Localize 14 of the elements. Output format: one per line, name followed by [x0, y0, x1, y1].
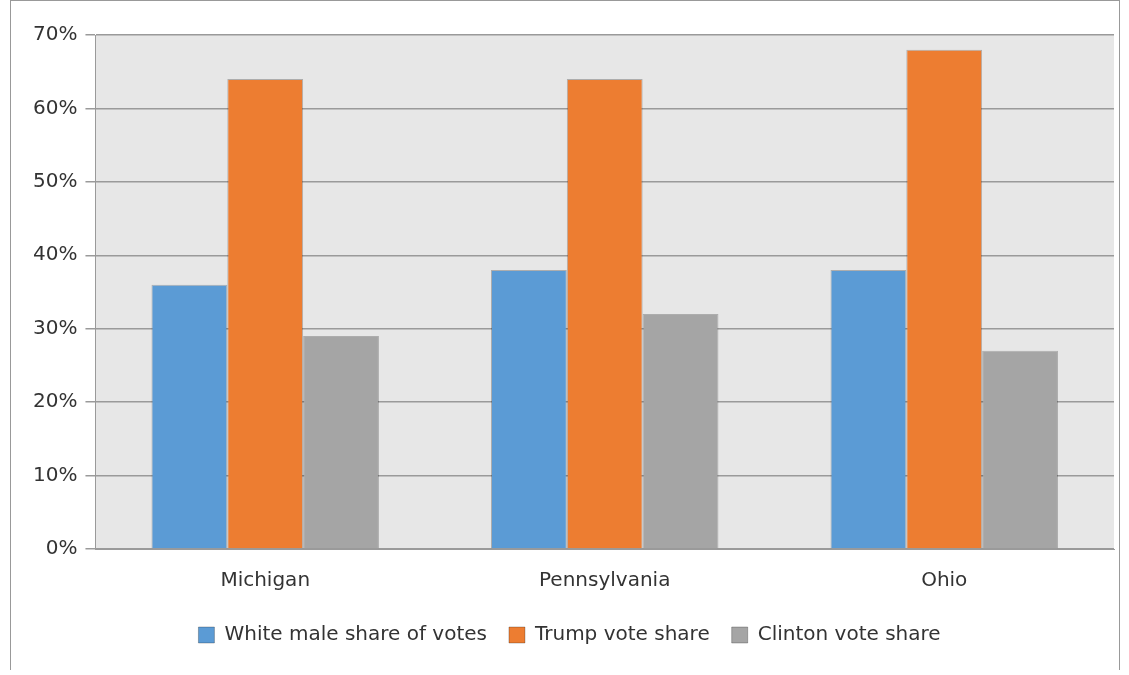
y-tick-label: 70%	[33, 21, 78, 46]
legend-label: Clinton vote share	[757, 621, 941, 646]
y-tick-label: 50%	[33, 168, 78, 193]
y-tick-label: 40%	[33, 241, 78, 266]
x-tick-label: Michigan	[220, 567, 311, 592]
legend-label: White male share of votes	[224, 621, 487, 646]
x-tick-label: Pennsylvania	[539, 567, 671, 592]
y-tick-label: 60%	[33, 94, 78, 119]
legend-label: Trump vote share	[533, 621, 710, 646]
y-tick-label: 0%	[45, 535, 78, 560]
y-tick-label: 30%	[33, 314, 78, 339]
x-tick-label: Ohio	[921, 567, 968, 592]
y-tick-label: 20%	[33, 388, 78, 413]
y-tick-label: 10%	[33, 461, 78, 486]
